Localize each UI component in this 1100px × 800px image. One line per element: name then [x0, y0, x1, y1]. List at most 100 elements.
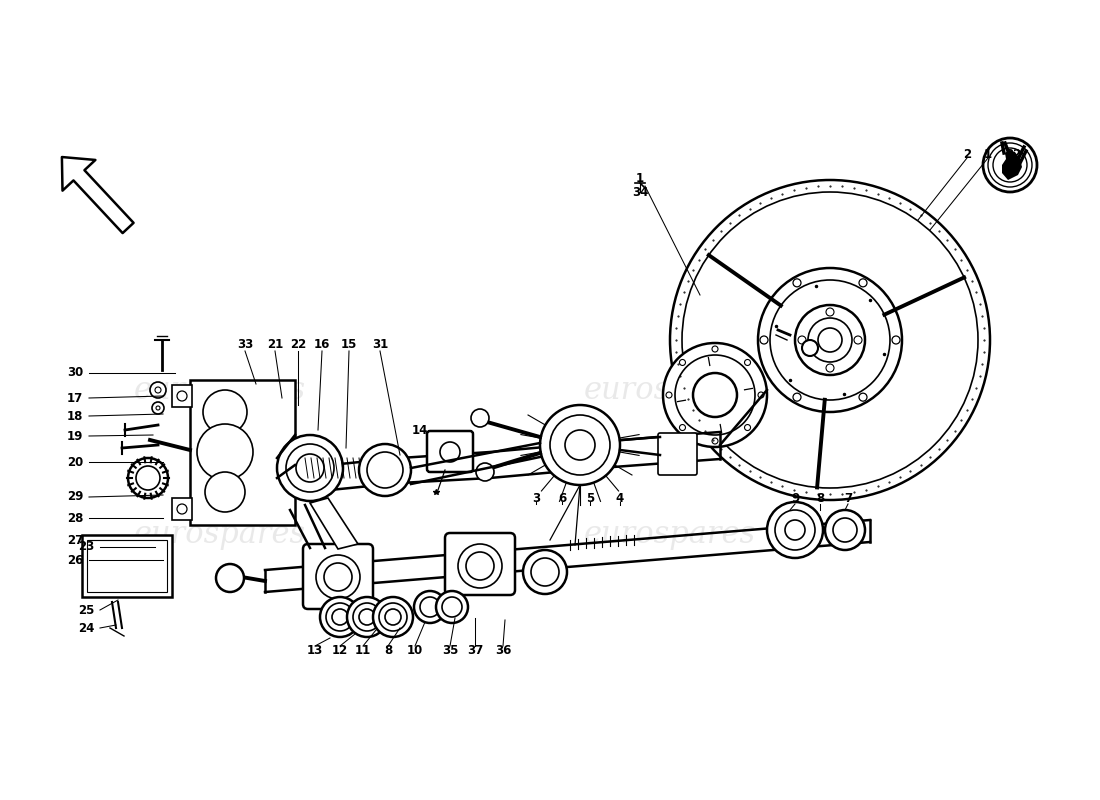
Text: eurospares: eurospares — [584, 519, 756, 550]
Text: 3: 3 — [532, 491, 540, 505]
Circle shape — [675, 355, 755, 435]
Circle shape — [436, 591, 468, 623]
Circle shape — [798, 336, 806, 344]
Circle shape — [177, 391, 187, 401]
Circle shape — [859, 393, 867, 401]
Circle shape — [663, 343, 767, 447]
Text: eurospares: eurospares — [134, 519, 306, 550]
Bar — [172, 385, 192, 407]
Text: 32: 32 — [1005, 149, 1021, 162]
Text: 8: 8 — [384, 643, 392, 657]
Text: eurospares: eurospares — [584, 374, 756, 406]
Circle shape — [414, 591, 446, 623]
Circle shape — [825, 510, 865, 550]
Circle shape — [316, 555, 360, 599]
Circle shape — [359, 444, 411, 496]
Circle shape — [152, 402, 164, 414]
Circle shape — [286, 444, 334, 492]
Text: 30: 30 — [67, 366, 84, 379]
Polygon shape — [1002, 150, 1022, 180]
Text: 12: 12 — [332, 643, 348, 657]
Text: 19: 19 — [67, 430, 84, 442]
Text: 20: 20 — [67, 455, 84, 469]
Text: 1: 1 — [983, 149, 992, 162]
Bar — [172, 498, 192, 520]
Circle shape — [795, 305, 865, 375]
Circle shape — [758, 392, 764, 398]
Text: eurospares: eurospares — [134, 374, 306, 406]
Polygon shape — [310, 498, 358, 549]
Circle shape — [442, 597, 462, 617]
FancyBboxPatch shape — [446, 533, 515, 595]
Text: 27: 27 — [67, 534, 84, 546]
Circle shape — [785, 520, 805, 540]
Circle shape — [550, 415, 610, 475]
Text: 7: 7 — [844, 491, 852, 505]
Text: 33: 33 — [236, 338, 253, 351]
Circle shape — [833, 518, 857, 542]
Circle shape — [177, 504, 187, 514]
Circle shape — [758, 268, 902, 412]
Text: 23: 23 — [78, 541, 95, 554]
Circle shape — [385, 609, 402, 625]
Text: 13: 13 — [307, 643, 323, 657]
Text: 26: 26 — [67, 554, 84, 566]
Text: 28: 28 — [67, 511, 84, 525]
Circle shape — [128, 458, 168, 498]
Circle shape — [216, 564, 244, 592]
Circle shape — [458, 544, 502, 588]
Circle shape — [745, 425, 750, 430]
Text: 21: 21 — [267, 338, 283, 351]
Circle shape — [476, 463, 494, 481]
Text: 36: 36 — [495, 643, 512, 657]
Circle shape — [346, 597, 387, 637]
Text: 4: 4 — [616, 491, 624, 505]
Circle shape — [359, 609, 375, 625]
Text: 5: 5 — [586, 491, 594, 505]
Circle shape — [332, 609, 348, 625]
FancyBboxPatch shape — [427, 431, 473, 472]
Text: 15: 15 — [341, 338, 358, 351]
Text: 18: 18 — [67, 410, 84, 422]
Circle shape — [136, 466, 160, 490]
Circle shape — [540, 405, 620, 485]
Circle shape — [760, 336, 768, 344]
Text: 1: 1 — [636, 171, 645, 185]
Text: 11: 11 — [355, 643, 371, 657]
Circle shape — [793, 393, 801, 401]
Circle shape — [988, 143, 1032, 187]
Text: 2: 2 — [962, 149, 971, 162]
Circle shape — [326, 603, 354, 631]
Circle shape — [666, 392, 672, 398]
Circle shape — [471, 409, 490, 427]
Circle shape — [296, 454, 324, 482]
FancyBboxPatch shape — [658, 433, 697, 475]
Circle shape — [793, 279, 801, 287]
Circle shape — [204, 390, 248, 434]
Text: 25: 25 — [78, 603, 95, 617]
Circle shape — [379, 603, 407, 631]
Circle shape — [693, 373, 737, 417]
Bar — [87, 540, 167, 592]
Circle shape — [466, 552, 494, 580]
Circle shape — [712, 346, 718, 352]
Circle shape — [826, 308, 834, 316]
Circle shape — [854, 336, 862, 344]
Circle shape — [670, 180, 990, 500]
Text: 29: 29 — [67, 490, 84, 503]
Circle shape — [818, 328, 842, 352]
Text: 9: 9 — [791, 491, 799, 505]
Circle shape — [892, 336, 900, 344]
Circle shape — [859, 279, 867, 287]
Circle shape — [776, 510, 815, 550]
Text: 31: 31 — [372, 338, 388, 351]
Circle shape — [205, 472, 245, 512]
Circle shape — [522, 550, 566, 594]
Text: 34: 34 — [631, 186, 648, 199]
Circle shape — [324, 563, 352, 591]
Circle shape — [320, 597, 360, 637]
Circle shape — [440, 442, 460, 462]
Circle shape — [712, 438, 718, 444]
Circle shape — [767, 502, 823, 558]
Circle shape — [680, 425, 685, 430]
